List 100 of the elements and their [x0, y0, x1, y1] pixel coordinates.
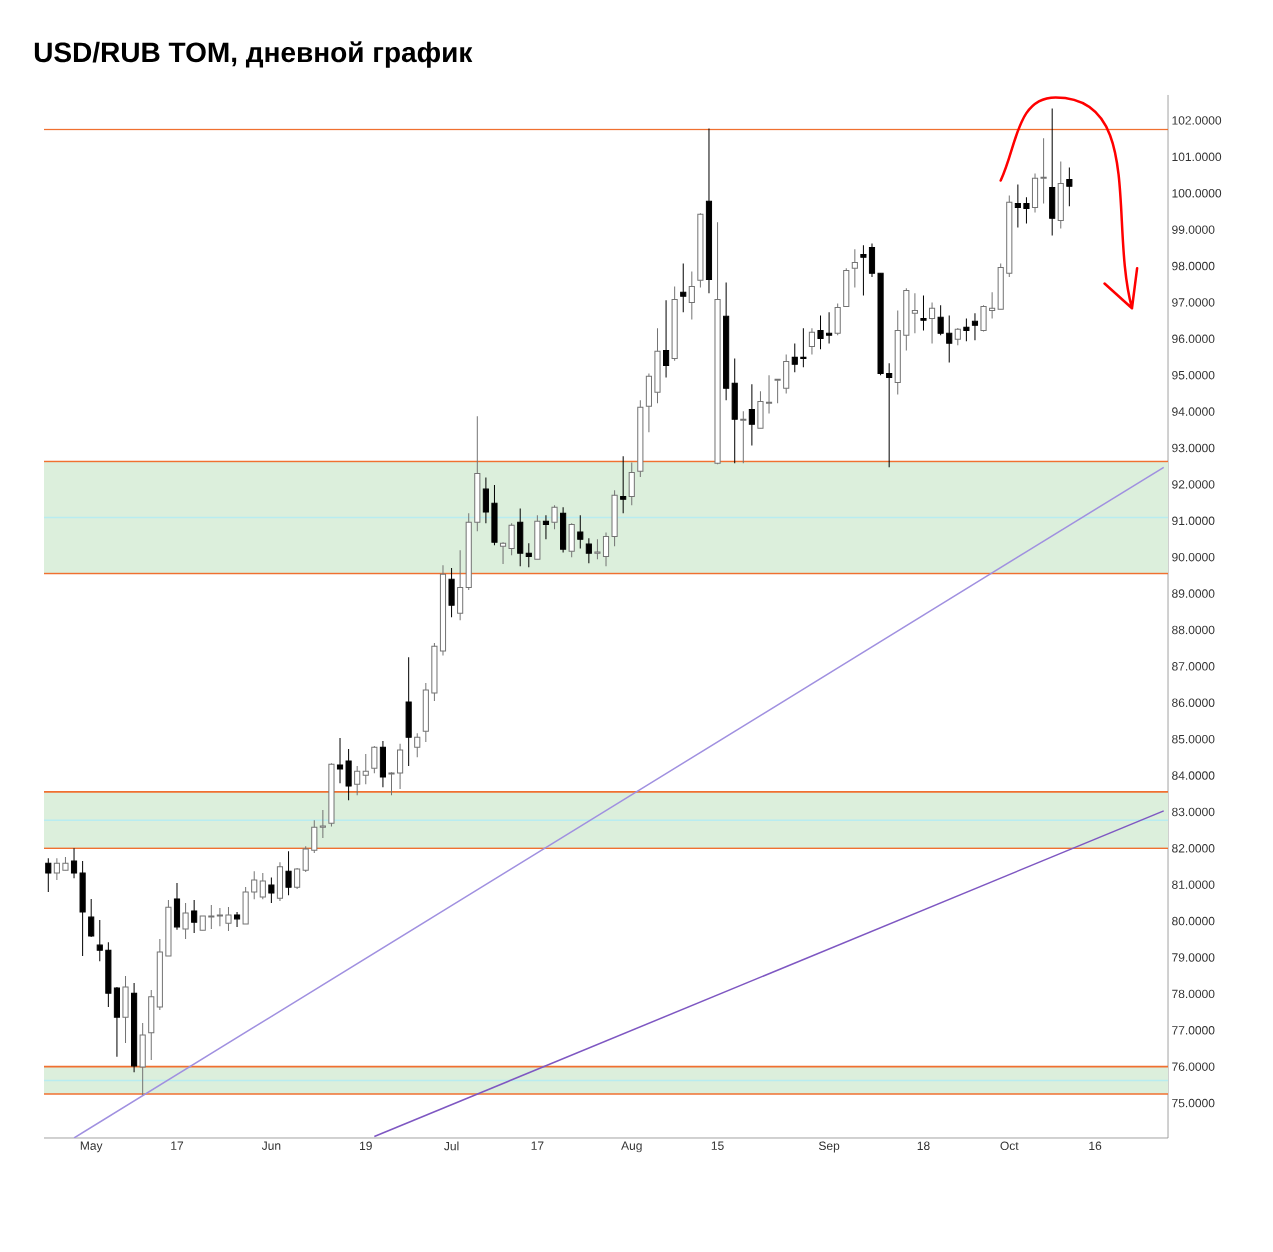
- chart-title: USD/RUB TOM, дневной график: [34, 41, 473, 68]
- y-tick-label: 97.0000: [1172, 298, 1215, 307]
- candlestick: [946, 315, 953, 363]
- y-tick-label: 89.0000: [1172, 589, 1215, 598]
- x-tick-label: 15: [711, 1141, 724, 1150]
- y-tick-label: 82.0000: [1172, 844, 1215, 853]
- candlestick: [886, 362, 893, 468]
- candlestick: [748, 383, 755, 446]
- y-tick-label: 101.0000: [1172, 152, 1222, 162]
- x-tick-label: 18: [917, 1141, 930, 1151]
- candlestick: [808, 327, 816, 355]
- y-tick-label: 80.0000: [1172, 916, 1215, 926]
- candlestick: [233, 911, 241, 928]
- y-tick-label: 85.0000: [1172, 734, 1215, 744]
- candlestick: [1040, 137, 1047, 204]
- y-tick-label: 76.0000: [1172, 1062, 1215, 1071]
- candlestick: [414, 732, 421, 758]
- y-tick-label: 77.0000: [1172, 1026, 1215, 1035]
- x-tick-label: Jul: [444, 1141, 459, 1151]
- y-tick-label: 88.0000: [1172, 625, 1215, 635]
- candlestick: [551, 504, 558, 530]
- y-tick-label: 79.0000: [1172, 953, 1215, 962]
- candlestick: [482, 476, 489, 524]
- candlestick: [774, 378, 781, 404]
- y-tick-label: 81.0000: [1172, 880, 1215, 889]
- x-tick-label: 17: [531, 1141, 544, 1150]
- candlestick: [208, 904, 215, 930]
- candlestick: [302, 845, 309, 873]
- candlestick: [53, 857, 60, 881]
- candlestick: [362, 753, 369, 785]
- candlestick: [499, 541, 507, 565]
- candlestick: [354, 765, 361, 796]
- candlestick: [920, 295, 927, 331]
- candlestick: [620, 455, 627, 514]
- candlestick: [680, 262, 687, 313]
- y-tick-label: 99.0000: [1172, 225, 1215, 234]
- candlestick: [319, 809, 326, 839]
- candlestick: [585, 537, 592, 564]
- candlestick: [577, 514, 584, 549]
- y-tick-label: 84.0000: [1172, 771, 1215, 780]
- y-tick-label: 102.0000: [1172, 116, 1222, 125]
- candlestick: [971, 312, 979, 341]
- candlestick: [860, 244, 867, 297]
- candlestick: [508, 522, 515, 556]
- candlestick: [602, 531, 610, 567]
- candlestick: [911, 292, 918, 334]
- y-tick-label: 95.0000: [1172, 370, 1215, 380]
- candlestick: [542, 514, 550, 540]
- candlestick: [1066, 166, 1073, 207]
- y-tick-label: 75.0000: [1172, 1098, 1215, 1108]
- y-tick-label: 87.0000: [1172, 662, 1215, 671]
- candlestick: [765, 374, 773, 414]
- candlestick: [688, 270, 695, 321]
- candlestick: [740, 410, 747, 464]
- x-tick-label: May: [80, 1141, 103, 1153]
- candlestick: [96, 919, 103, 962]
- y-tick-label: 98.0000: [1172, 261, 1215, 271]
- candlestick: [268, 876, 275, 904]
- y-tick-label: 86.0000: [1172, 698, 1215, 707]
- x-tick-label: Oct: [1000, 1141, 1019, 1151]
- x-tick-label: Aug: [621, 1141, 642, 1153]
- x-tick-label: 17: [171, 1141, 184, 1150]
- candlestick: [182, 902, 189, 940]
- candlestick: [851, 248, 858, 288]
- candlestick: [388, 771, 395, 796]
- candlestick: [826, 311, 833, 345]
- candlestick: [311, 819, 318, 854]
- y-tick-label: 94.0000: [1172, 407, 1215, 416]
- y-tick-label: 78.0000: [1172, 989, 1215, 999]
- candlestick: [937, 304, 944, 336]
- x-tick-label: 16: [1089, 1141, 1102, 1151]
- candlestick: [1014, 184, 1021, 228]
- candlestick: [817, 315, 824, 350]
- candlestick: [989, 291, 996, 319]
- candlestick: [800, 327, 807, 368]
- candlestick: [594, 538, 601, 560]
- x-tick-label: Sep: [818, 1141, 840, 1153]
- candlestick: [963, 317, 970, 342]
- candlestick: [525, 542, 532, 568]
- candlestick: [371, 745, 378, 774]
- candlestick: [70, 847, 78, 879]
- x-tick-label: Jun: [261, 1141, 281, 1150]
- candlestick: [1023, 196, 1030, 224]
- candlestick: [259, 872, 266, 900]
- candlestick: [397, 743, 404, 790]
- x-tick-label: 19: [360, 1141, 372, 1151]
- candlestick: [663, 299, 670, 378]
- candlestick: [251, 870, 258, 900]
- candlestick: [336, 737, 344, 784]
- candlestick: [928, 301, 936, 345]
- y-tick-label: 90.0000: [1172, 552, 1215, 562]
- y-tick-label: 83.0000: [1172, 807, 1215, 817]
- y-tick-label: 91.0000: [1172, 516, 1215, 526]
- candlestick: [191, 899, 198, 934]
- candlestick: [45, 857, 52, 893]
- y-tick-label: 92.0000: [1172, 480, 1215, 489]
- candlestick: [791, 343, 798, 373]
- y-tick-label: 93.0000: [1172, 443, 1215, 453]
- candlestick: [225, 906, 232, 932]
- y-tick-label: 96.0000: [1172, 334, 1215, 344]
